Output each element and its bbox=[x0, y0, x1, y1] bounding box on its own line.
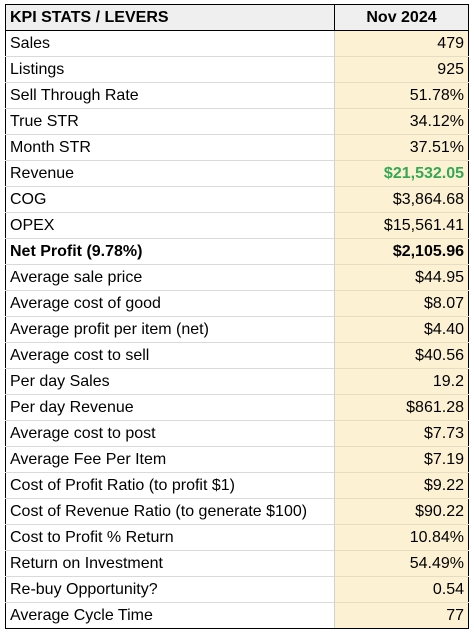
row-label[interactable]: Re-buy Opportunity? bbox=[5, 576, 335, 603]
row-opex: OPEX $15,561.41 bbox=[5, 212, 469, 239]
row-label[interactable]: Return on Investment bbox=[5, 550, 335, 577]
row-value[interactable]: 37.51% bbox=[334, 134, 469, 161]
row-value[interactable]: $8.07 bbox=[334, 290, 469, 317]
row-value[interactable]: $861.28 bbox=[334, 394, 469, 421]
header-row: KPI STATS / LEVERS Nov 2024 bbox=[5, 4, 469, 31]
row-label[interactable]: COG bbox=[5, 186, 335, 213]
row-label[interactable]: Sell Through Rate bbox=[5, 82, 335, 109]
row-value[interactable]: $4.40 bbox=[334, 316, 469, 343]
row-value[interactable]: $44.95 bbox=[334, 264, 469, 291]
row-label[interactable]: Average cost of good bbox=[5, 290, 335, 317]
row-sell-through-rate: Sell Through Rate 51.78% bbox=[5, 82, 469, 109]
row-average-cost-to-post: Average cost to post $7.73 bbox=[5, 420, 469, 447]
row-per-day-sales: Per day Sales 19.2 bbox=[5, 368, 469, 395]
row-label[interactable]: Cost of Revenue Ratio (to generate $100) bbox=[5, 498, 335, 525]
row-net-profit: Net Profit (9.78%) $2,105.96 bbox=[5, 238, 469, 265]
row-value[interactable]: 34.12% bbox=[334, 108, 469, 135]
header-value-cell[interactable]: Nov 2024 bbox=[334, 4, 469, 31]
row-revenue: Revenue $21,532.05 bbox=[5, 160, 469, 187]
row-cost-of-profit-ratio: Cost of Profit Ratio (to profit $1) $9.2… bbox=[5, 472, 469, 499]
row-average-profit-per-item: Average profit per item (net) $4.40 bbox=[5, 316, 469, 343]
row-label[interactable]: Cost to Profit % Return bbox=[5, 524, 335, 551]
row-value[interactable]: 77 bbox=[334, 602, 469, 629]
row-re-buy-opportunity: Re-buy Opportunity? 0.54 bbox=[5, 576, 469, 603]
row-label[interactable]: Sales bbox=[5, 30, 335, 57]
row-listings: Listings 925 bbox=[5, 56, 469, 83]
row-cost-to-profit-return: Cost to Profit % Return 10.84% bbox=[5, 524, 469, 551]
row-average-sale-price: Average sale price $44.95 bbox=[5, 264, 469, 291]
row-value[interactable]: 10.84% bbox=[334, 524, 469, 551]
row-value[interactable]: $7.73 bbox=[334, 420, 469, 447]
row-label[interactable]: Average sale price bbox=[5, 264, 335, 291]
row-average-cycle-time: Average Cycle Time 77 bbox=[5, 602, 469, 629]
row-value[interactable]: 925 bbox=[334, 56, 469, 83]
row-return-on-investment: Return on Investment 54.49% bbox=[5, 550, 469, 577]
row-value[interactable]: $90.22 bbox=[334, 498, 469, 525]
row-value[interactable]: $3,864.68 bbox=[334, 186, 469, 213]
row-label[interactable]: True STR bbox=[5, 108, 335, 135]
row-average-fee-per-item: Average Fee Per Item $7.19 bbox=[5, 446, 469, 473]
row-average-cost-to-sell: Average cost to sell $40.56 bbox=[5, 342, 469, 369]
row-sales: Sales 479 bbox=[5, 30, 469, 57]
row-value[interactable]: $2,105.96 bbox=[334, 238, 469, 265]
row-label[interactable]: Per day Revenue bbox=[5, 394, 335, 421]
row-label[interactable]: Per day Sales bbox=[5, 368, 335, 395]
row-value[interactable]: $40.56 bbox=[334, 342, 469, 369]
row-month-str: Month STR 37.51% bbox=[5, 134, 469, 161]
row-label[interactable]: Cost of Profit Ratio (to profit $1) bbox=[5, 472, 335, 499]
row-label[interactable]: Net Profit (9.78%) bbox=[5, 238, 335, 265]
row-value[interactable]: 0.54 bbox=[334, 576, 469, 603]
row-label[interactable]: OPEX bbox=[5, 212, 335, 239]
row-average-cost-of-good: Average cost of good $8.07 bbox=[5, 290, 469, 317]
row-label[interactable]: Month STR bbox=[5, 134, 335, 161]
row-cog: COG $3,864.68 bbox=[5, 186, 469, 213]
row-label[interactable]: Revenue bbox=[5, 160, 335, 187]
row-cost-of-revenue-ratio: Cost of Revenue Ratio (to generate $100)… bbox=[5, 498, 469, 525]
row-label[interactable]: Average profit per item (net) bbox=[5, 316, 335, 343]
row-value[interactable]: $7.19 bbox=[334, 446, 469, 473]
row-label[interactable]: Listings bbox=[5, 56, 335, 83]
row-label[interactable]: Average Cycle Time bbox=[5, 602, 335, 629]
row-true-str: True STR 34.12% bbox=[5, 108, 469, 135]
row-value-revenue[interactable]: $21,532.05 bbox=[334, 160, 469, 187]
row-label[interactable]: Average cost to post bbox=[5, 420, 335, 447]
row-label[interactable]: Average cost to sell bbox=[5, 342, 335, 369]
row-value[interactable]: 19.2 bbox=[334, 368, 469, 395]
row-value[interactable]: $9.22 bbox=[334, 472, 469, 499]
row-value[interactable]: 479 bbox=[334, 30, 469, 57]
row-value[interactable]: $15,561.41 bbox=[334, 212, 469, 239]
row-value[interactable]: 51.78% bbox=[334, 82, 469, 109]
row-value[interactable]: 54.49% bbox=[334, 550, 469, 577]
header-label-cell[interactable]: KPI STATS / LEVERS bbox=[5, 4, 335, 31]
kpi-table: KPI STATS / LEVERS Nov 2024 Sales 479 Li… bbox=[5, 4, 469, 629]
row-label[interactable]: Average Fee Per Item bbox=[5, 446, 335, 473]
row-per-day-revenue: Per day Revenue $861.28 bbox=[5, 394, 469, 421]
